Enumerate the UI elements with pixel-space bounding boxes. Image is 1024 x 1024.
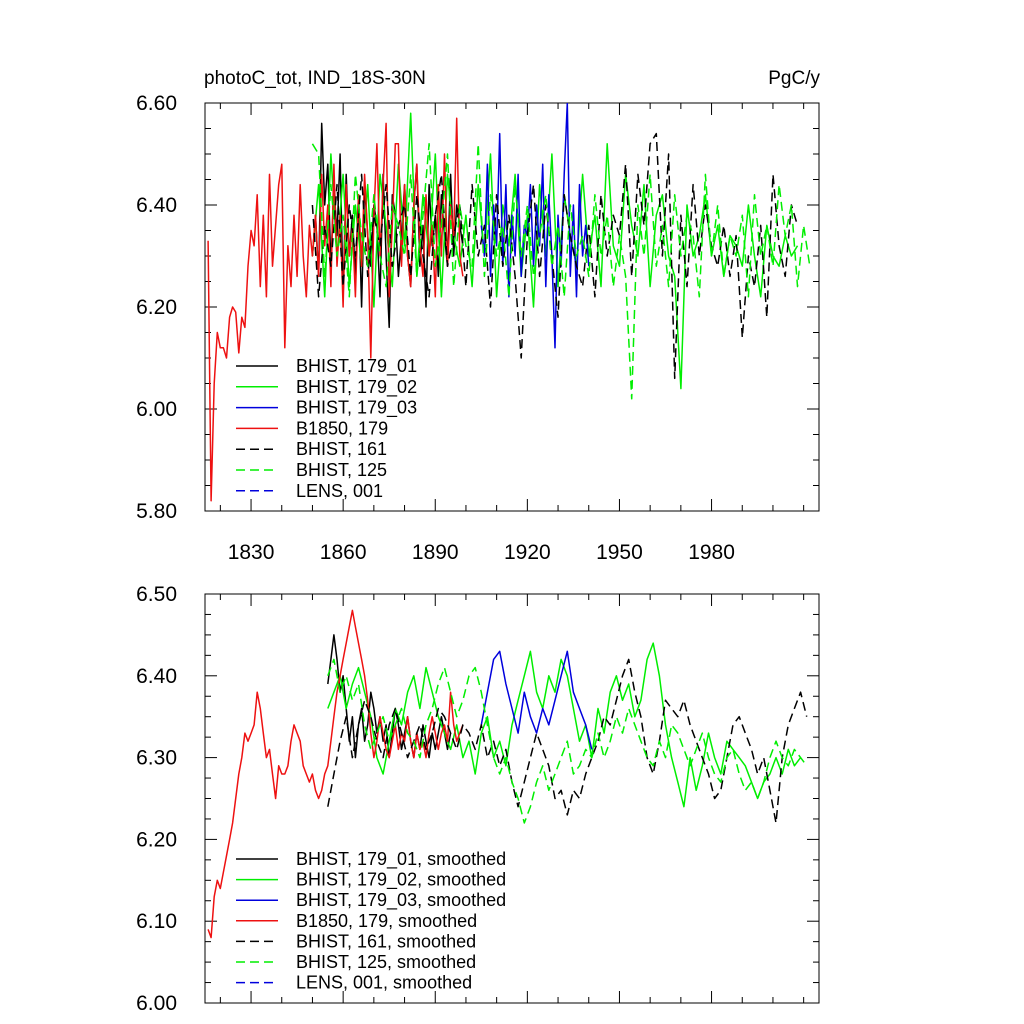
top-chart-axes: 5.80 6.00 6.20 6.40 6.60 1830 1860 1890 1920 1950… <box>136 92 820 564</box>
y-tick-label: 6.60 <box>136 92 177 115</box>
legend-label: BHIST, 125 <box>296 460 387 480</box>
y-tick-label: 6.00 <box>136 398 177 421</box>
legend-label: BHIST, 179_02, smoothed <box>296 870 506 891</box>
legend-label: LENS, 001 <box>296 481 383 501</box>
series-line <box>327 642 802 808</box>
top-chart-title: photoC_tot, IND_18S-30N <box>204 68 426 89</box>
series-line <box>207 609 464 939</box>
bottom-chart-axes: 6.00 6.10 6.20 6.30 6.40 6.50 <box>136 583 820 1015</box>
legend-label: BHIST, 179_01 <box>296 356 417 377</box>
x-tick-label: 1830 <box>228 541 275 564</box>
series-line <box>311 112 799 390</box>
y-tick-label: 6.20 <box>136 828 177 851</box>
series-line <box>311 132 799 380</box>
y-tick-label: 6.20 <box>136 296 177 319</box>
x-tick-label: 1860 <box>320 541 367 564</box>
y-tick-label: 6.30 <box>136 747 177 770</box>
series-line <box>311 122 464 329</box>
series-line <box>480 103 590 349</box>
series-line <box>480 650 593 750</box>
y-tick-label: 6.00 <box>136 992 177 1015</box>
legend-label: BHIST, 179_03, smoothed <box>296 890 506 911</box>
legend-label: BHIST, 179_02 <box>296 377 417 398</box>
legend-label: LENS, 001, smoothed <box>296 973 472 993</box>
y-tick-label: 6.50 <box>136 583 177 606</box>
y-tick-label: 6.10 <box>136 910 177 933</box>
legend-label: BHIST, 179_01, smoothed <box>296 849 506 870</box>
legend-label: BHIST, 125, smoothed <box>296 952 476 972</box>
series-line <box>327 658 808 824</box>
y-tick-label: 6.40 <box>136 194 177 217</box>
bottom-chart-series <box>207 609 808 939</box>
x-tick-label: 1920 <box>504 541 551 564</box>
top-chart-series <box>207 103 811 502</box>
top-chart-units: PgC/y <box>768 68 820 89</box>
top-chart: photoC_tot, IND_18S-30N PgC/y 5.80 6.00 6.… <box>136 68 820 564</box>
legend-label: BHIST, 161, smoothed <box>296 931 476 951</box>
legend-label: BHIST, 161 <box>296 439 387 459</box>
y-tick-label: 6.40 <box>136 665 177 688</box>
legend-label: BHIST, 179_03 <box>296 398 417 419</box>
bottom-chart: 6.00 6.10 6.20 6.30 6.40 6.50 BHIST, 179_01, … <box>136 583 820 1015</box>
x-tick-label: 1980 <box>688 541 735 564</box>
y-tick-label: 5.80 <box>136 500 177 523</box>
legend-label: B1850, 179 <box>296 418 388 438</box>
series-line <box>311 143 811 400</box>
x-tick-label: 1890 <box>412 541 459 564</box>
legend-label: B1850, 179, smoothed <box>296 911 477 931</box>
x-tick-label: 1950 <box>596 541 643 564</box>
